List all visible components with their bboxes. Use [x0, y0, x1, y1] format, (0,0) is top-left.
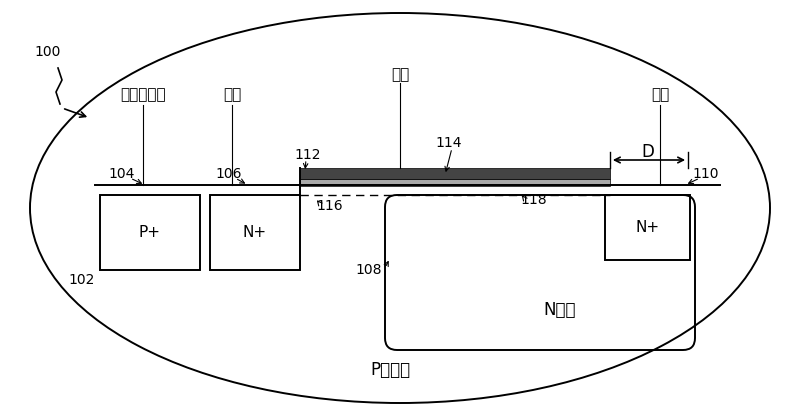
Text: 112: 112: [294, 148, 321, 162]
Text: P+: P+: [139, 225, 161, 240]
Text: 104: 104: [108, 167, 134, 181]
Bar: [605, 195, 690, 260]
Text: 118: 118: [520, 193, 546, 207]
Text: N+: N+: [243, 225, 267, 240]
Text: 102: 102: [68, 273, 94, 287]
Bar: [210, 195, 300, 270]
Text: N型井: N型井: [544, 301, 576, 319]
Text: 离子植入区: 离子植入区: [120, 87, 166, 102]
Text: P型衬底: P型衬底: [370, 361, 410, 379]
Text: D: D: [642, 143, 654, 161]
Text: 栅极: 栅极: [391, 67, 409, 82]
Text: 源区: 源区: [223, 87, 241, 102]
Text: 116: 116: [316, 199, 342, 213]
Bar: [100, 195, 200, 270]
Text: N+: N+: [635, 220, 659, 235]
Text: 100: 100: [35, 45, 61, 59]
Text: 114: 114: [435, 136, 462, 150]
Bar: [300, 179, 610, 186]
Bar: [300, 168, 610, 179]
Text: 108: 108: [355, 263, 382, 277]
Text: 漏区: 漏区: [651, 87, 669, 102]
Text: 106: 106: [215, 167, 242, 181]
Text: 110: 110: [692, 167, 718, 181]
